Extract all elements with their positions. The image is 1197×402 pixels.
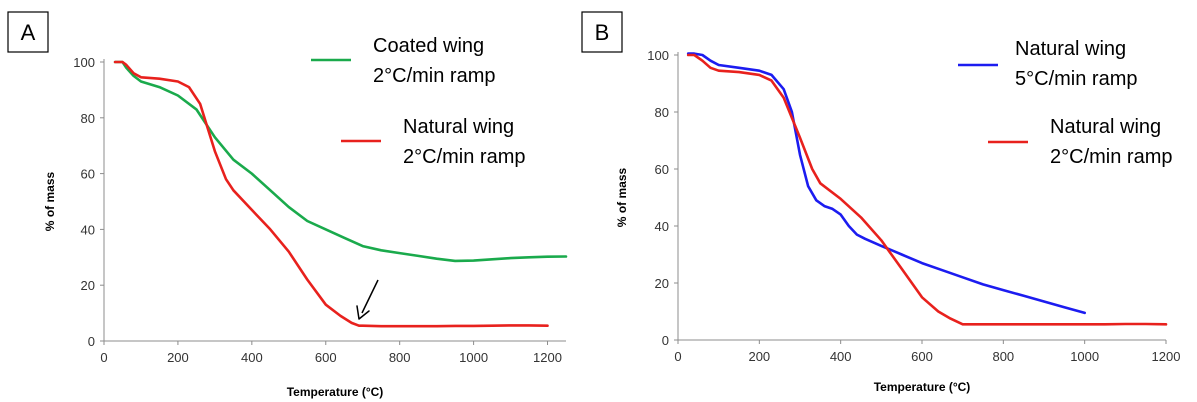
legend-label: Natural wing [1015, 38, 1126, 60]
legend-label: 2°C/min ramp [1050, 146, 1172, 168]
legend-label: 5°C/min ramp [1015, 68, 1137, 90]
series-line-2 [113, 60, 549, 328]
x-tick-label: 1200 [1152, 349, 1181, 364]
panel-label-box [7, 11, 49, 53]
legend-label: 2°C/min ramp [403, 146, 525, 168]
annotation-arrow-head [356, 305, 370, 320]
x-tick-label: 800 [992, 349, 1014, 364]
panel-label-box [581, 11, 623, 53]
y-axis-title: % of mass [615, 167, 629, 227]
legend-label: 2°C/min ramp [373, 65, 495, 87]
x-tick-label: 200 [167, 350, 189, 365]
y-tick-label: 0 [662, 333, 669, 348]
y-tick-label: 0 [88, 334, 95, 349]
panel-label: B [595, 20, 610, 45]
x-tick-label: 1000 [459, 350, 488, 365]
y-tick-label: 60 [81, 167, 95, 182]
x-tick-label: 800 [389, 350, 411, 365]
y-tick-label: 80 [81, 111, 95, 126]
x-tick-label: 400 [830, 349, 852, 364]
chart-panel-b: B 0 200 400 600 800 1000 1200 0 20 40 60 80 100 Temper… [581, 11, 1181, 394]
x-tick-label: 600 [315, 350, 337, 365]
series-line-1 [113, 60, 568, 263]
x-tick-label: 1000 [1070, 349, 1099, 364]
y-tick-label: 20 [81, 278, 95, 293]
y-axis-title: % of mass [43, 171, 57, 231]
y-tick-label: 80 [655, 105, 669, 120]
y-tick-label: 40 [81, 222, 95, 237]
x-tick-label: 0 [100, 350, 107, 365]
y-tick-label: 40 [655, 219, 669, 234]
x-axis-title: Temperature (°C) [287, 385, 384, 399]
legend-label: Natural wing [403, 116, 514, 138]
annotation-arrow-shaft [361, 279, 379, 314]
series-line-2 [686, 53, 1168, 326]
legend-label: Coated wing [373, 35, 484, 57]
panel-label: A [21, 20, 36, 45]
x-tick-label: 600 [911, 349, 933, 364]
y-tick-label: 100 [73, 55, 95, 70]
x-tick-label: 400 [241, 350, 263, 365]
x-tick-label: 200 [748, 349, 770, 364]
legend-label: Natural wing [1050, 116, 1161, 138]
y-tick-label: 100 [647, 48, 669, 63]
y-tick-label: 20 [655, 276, 669, 291]
series-line-1 [686, 52, 1086, 315]
chart-panel-a: A 0 200 400 600 800 1000 1200 0 20 40 60 80 100 Temper… [7, 11, 568, 399]
y-tick-label: 60 [655, 162, 669, 177]
x-tick-label: 1200 [533, 350, 562, 365]
x-axis-title: Temperature (°C) [874, 380, 971, 394]
x-tick-label: 0 [674, 349, 681, 364]
